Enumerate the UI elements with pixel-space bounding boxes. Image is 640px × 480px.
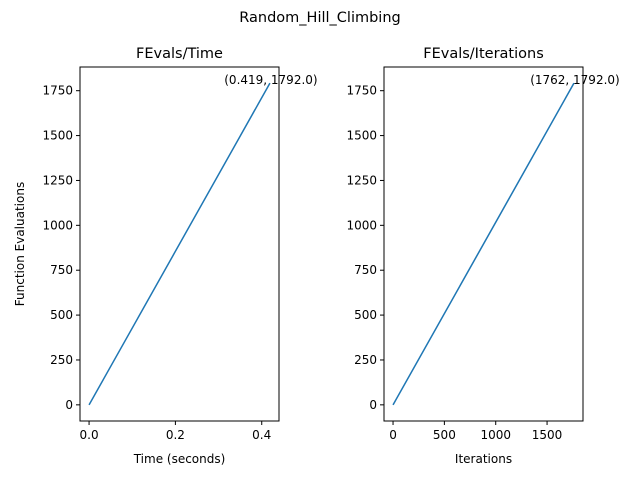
y-tick-label: 500 bbox=[50, 308, 73, 322]
x-tick-label: 0.2 bbox=[166, 428, 185, 442]
y-tick-label: 1000 bbox=[42, 218, 73, 232]
y-tick-label: 750 bbox=[50, 263, 73, 277]
y-tick-label: 1500 bbox=[346, 129, 377, 143]
axes-fevals-time: 0.0 0.2 0.4 0 250 500 750 1000 1250 1500 1750 FEval… bbox=[13, 46, 318, 466]
x-tick-label: 500 bbox=[433, 428, 456, 442]
x-tick-label: 0.0 bbox=[80, 428, 99, 442]
series-line-0 bbox=[88, 82, 271, 406]
x-tick-label: 0.4 bbox=[252, 428, 271, 442]
y-tick-label: 1750 bbox=[346, 84, 377, 98]
axes-title: FEvals/Iterations bbox=[423, 46, 544, 62]
y-tick-label: 0 bbox=[369, 398, 377, 412]
axes-frame bbox=[79, 66, 280, 422]
axes-title: FEvals/Time bbox=[136, 46, 223, 62]
y-tick-label: 1250 bbox=[346, 173, 377, 187]
y-tick-label: 1750 bbox=[42, 84, 73, 98]
x-tick-label: 0 bbox=[389, 428, 397, 442]
axes-fevals-iterations: 0 500 1000 1500 0 250 500 750 1000 1250 1500 1750 FE… bbox=[346, 46, 619, 466]
point-annotation: (1762, 1792.0) bbox=[530, 73, 620, 87]
y-tick-label: 1000 bbox=[346, 218, 377, 232]
y-tick-label: 1500 bbox=[42, 129, 73, 143]
x-axis-label: Time (seconds) bbox=[133, 452, 226, 466]
y-tick-label: 750 bbox=[354, 263, 377, 277]
x-axis-label: Iterations bbox=[455, 452, 512, 466]
x-tick-label: 1000 bbox=[480, 428, 511, 442]
figure-suptitle: Random_Hill_Climbing bbox=[239, 10, 400, 26]
series-line-0 bbox=[392, 82, 575, 406]
point-annotation: (0.419, 1792.0) bbox=[224, 73, 317, 87]
y-axis-label: Function Evaluations bbox=[13, 182, 27, 306]
y-tick-label: 500 bbox=[354, 308, 377, 322]
y-tick-label: 250 bbox=[50, 353, 73, 367]
x-tick-label: 1500 bbox=[532, 428, 563, 442]
y-tick-label: 1250 bbox=[42, 173, 73, 187]
axes-frame bbox=[383, 66, 584, 422]
y-tick-label: 0 bbox=[65, 398, 73, 412]
y-tick-label: 250 bbox=[354, 353, 377, 367]
